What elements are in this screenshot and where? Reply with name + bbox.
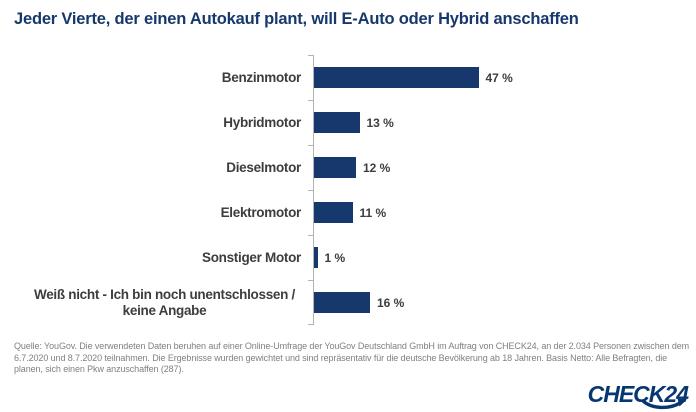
source-note: Quelle: YouGov. Die verwendeten Daten be… — [14, 341, 690, 374]
bar-area: 13 % — [313, 100, 696, 145]
category-label: Sonstiger Motor — [202, 249, 301, 265]
axis-tick — [308, 145, 313, 146]
value-label: 47 % — [485, 70, 513, 85]
value-label: 13 % — [366, 115, 394, 130]
axis-tick — [308, 100, 313, 101]
category-label: Weiß nicht - Ich bin noch unentschlossen… — [34, 286, 295, 318]
bar-area: 1 % — [313, 235, 696, 280]
check24-logo: CHECK24 — [587, 381, 689, 410]
check24-logo-text: CHECK24 — [587, 381, 689, 407]
bar — [314, 157, 356, 178]
chart-row: Dieselmotor 12 % — [0, 145, 696, 190]
axis-tick — [308, 324, 313, 325]
bar-area: 47 % — [313, 55, 696, 100]
bar — [314, 247, 318, 268]
chart-row: Elektromotor 11 % — [0, 190, 696, 235]
value-label: 1 % — [324, 250, 346, 265]
axis-tick — [308, 235, 313, 236]
chart-row: Sonstiger Motor 1 % — [0, 235, 696, 280]
bar — [314, 292, 370, 313]
category-label: Benzinmotor — [221, 69, 302, 85]
category-label: Hybridmotor — [223, 114, 301, 130]
bar — [314, 112, 360, 133]
bar — [314, 67, 479, 88]
bar — [314, 202, 353, 223]
bar-chart: Benzinmotor 47 % Hybridmotor 13 % Dieselmoto… — [0, 55, 696, 325]
axis-tick — [308, 190, 313, 191]
chart-title: Jeder Vierte, der einen Autokauf plant, … — [14, 10, 579, 28]
chart-row: Benzinmotor 47 % — [0, 55, 696, 100]
category-label: Dieselmotor — [226, 159, 301, 175]
value-label: 12 % — [363, 160, 391, 175]
value-label: 11 % — [359, 205, 387, 220]
bar-area: 16 % — [313, 280, 696, 325]
chart-row: Hybridmotor 13 % — [0, 100, 696, 145]
axis-tick — [308, 55, 313, 56]
value-label: 16 % — [377, 295, 405, 310]
bar-area: 12 % — [313, 145, 696, 190]
bar-area: 11 % — [313, 190, 696, 235]
category-label: Elektromotor — [220, 204, 302, 220]
axis-tick — [308, 280, 313, 281]
chart-row: Weiß nicht - Ich bin noch unentschlossen… — [0, 280, 696, 325]
logo-swoosh-icon — [641, 398, 687, 410]
